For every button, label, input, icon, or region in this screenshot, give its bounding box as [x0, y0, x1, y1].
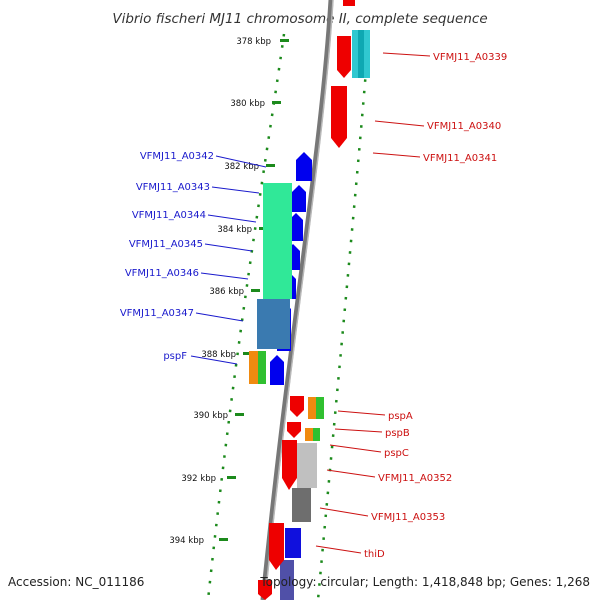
gene-forward[interactable] [289, 213, 303, 241]
tick-label: 380 kbp [230, 99, 265, 109]
label-leader [204, 243, 253, 252]
label-leader [382, 52, 431, 57]
left-gene-labels: VFMJ11_A0342 VFMJ11_A0343 VFMJ11_A0344 V… [120, 151, 267, 365]
tick-label: 384 kbp [217, 225, 252, 235]
backbone-highlight [264, 0, 334, 600]
gene-label-right[interactable]: thiD [364, 549, 385, 560]
feature-box[interactable] [258, 351, 266, 384]
gene-label-right[interactable]: VFMJ11_A0340 [427, 121, 501, 132]
backbone-line [260, 0, 334, 600]
gene-reverse[interactable] [331, 86, 347, 148]
tick-mark [235, 413, 244, 416]
label-leader [319, 507, 369, 517]
gene-forward[interactable] [292, 185, 306, 212]
label-leader [329, 444, 382, 453]
gene-label-left[interactable]: VFMJ11_A0346 [125, 268, 199, 279]
label-leader [207, 214, 257, 223]
gene-forward[interactable] [285, 528, 301, 558]
topology-text: Topology: circular; Length: 1,418,848 bp… [259, 575, 590, 589]
feature-box[interactable] [305, 428, 313, 441]
tick-label: 382 kbp [224, 162, 259, 172]
tick-label: 388 kbp [201, 350, 236, 360]
label-leader [337, 410, 386, 416]
reverse-strand-genes [258, 36, 351, 600]
label-leader [211, 186, 260, 194]
tick-mark [266, 164, 275, 167]
gene-label-right[interactable]: pspC [384, 448, 409, 459]
gene-label-right[interactable]: pspB [385, 428, 410, 439]
tick-mark [243, 352, 252, 355]
gene-label-left[interactable]: VFMJ11_A0343 [136, 182, 210, 193]
gene-forward[interactable] [270, 355, 284, 385]
feature-box[interactable] [313, 428, 320, 441]
feature-box[interactable] [257, 299, 290, 349]
map-title: Vibrio fischeri MJ11 chromosome II, comp… [112, 11, 487, 27]
gene-reverse[interactable] [337, 36, 351, 78]
gene-reverse[interactable] [258, 580, 272, 600]
label-leader [315, 545, 362, 554]
feature-boxes [249, 0, 370, 522]
gene-reverse[interactable] [290, 396, 304, 417]
gene-label-left[interactable]: VFMJ11_A0344 [132, 210, 206, 221]
gene-label-right[interactable]: VFMJ11_A0341 [423, 153, 497, 164]
feature-box[interactable] [358, 30, 364, 78]
feature-box[interactable] [263, 183, 292, 299]
label-leader [326, 469, 376, 478]
label-leader [372, 152, 421, 158]
tick-label: 378 kbp [236, 37, 271, 47]
feature-box[interactable] [292, 488, 311, 522]
tick-mark [251, 289, 260, 292]
label-leader [195, 312, 244, 322]
label-leader [374, 120, 425, 127]
tick-mark [227, 476, 236, 479]
feature-box[interactable] [249, 351, 258, 384]
label-leader [200, 272, 249, 280]
tick-mark [219, 538, 228, 541]
gene-reverse[interactable] [282, 440, 297, 490]
label-leader [334, 428, 383, 433]
tick-label: 390 kbp [193, 411, 228, 421]
gene-label-right[interactable]: pspA [388, 411, 413, 422]
gene-reverse[interactable] [287, 422, 301, 438]
feature-box[interactable] [343, 0, 355, 6]
gene-label-right[interactable]: VFMJ11_A0352 [378, 473, 452, 484]
tick-mark [272, 101, 281, 104]
gene-label-left[interactable]: pspF [163, 351, 187, 362]
gene-reverse[interactable] [269, 523, 284, 570]
tick-mark [280, 39, 289, 42]
tick-label: 394 kbp [169, 536, 204, 546]
feature-box[interactable] [316, 397, 324, 419]
tick-label: 386 kbp [209, 287, 244, 297]
label-leader [190, 355, 238, 365]
gene-label-left[interactable]: VFMJ11_A0342 [140, 151, 214, 162]
ruler-ring-left [206, 33, 286, 600]
tick-label: 392 kbp [181, 474, 216, 484]
gene-label-right[interactable]: VFMJ11_A0353 [371, 512, 445, 523]
gene-label-left[interactable]: VFMJ11_A0345 [129, 239, 203, 250]
gene-label-right[interactable]: VFMJ11_A0339 [433, 52, 507, 63]
gene-label-left[interactable]: VFMJ11_A0347 [120, 308, 194, 319]
right-gene-labels: VFMJ11_A0339 VFMJ11_A0340 VFMJ11_A0341 p… [315, 52, 507, 560]
feature-box[interactable] [308, 397, 316, 419]
gene-forward[interactable] [296, 152, 312, 181]
feature-box[interactable] [297, 443, 317, 488]
label-leader [215, 155, 267, 168]
gene-forward[interactable] [280, 560, 294, 600]
accession-text: Accession: NC_011186 [8, 575, 144, 589]
